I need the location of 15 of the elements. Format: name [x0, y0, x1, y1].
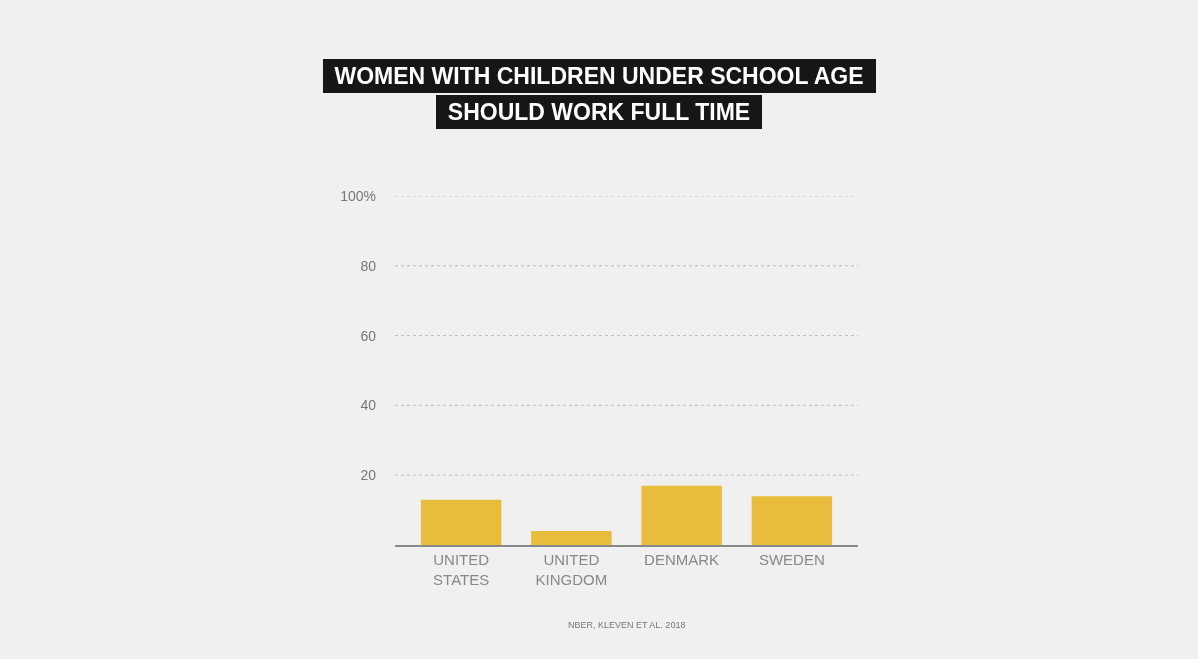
x-tick-label: UNITED KINGDOM: [535, 551, 608, 588]
bar: [641, 485, 722, 545]
y-tick-label: 80: [360, 257, 377, 274]
y-tick-label: 60: [360, 327, 377, 344]
chart-title: WOMEN WITH CHILDREN UNDER SCHOOL AGE SHOULD WORK FULL TIME: [322, 59, 876, 129]
y-tick-label: 100%: [340, 187, 376, 204]
x-tick-label: SWEDEN: [758, 551, 825, 568]
bar: [531, 531, 612, 545]
x-tick-label: DENMARK: [644, 551, 720, 568]
y-tick-label: 40: [360, 397, 377, 414]
y-tick-label: 20: [360, 467, 377, 484]
x-tick-label: UNITED STATES: [433, 551, 490, 588]
bar: [420, 499, 502, 545]
text: NBER, KLEVEN ET AL. 2018: [568, 620, 686, 630]
bar: [751, 496, 833, 545]
